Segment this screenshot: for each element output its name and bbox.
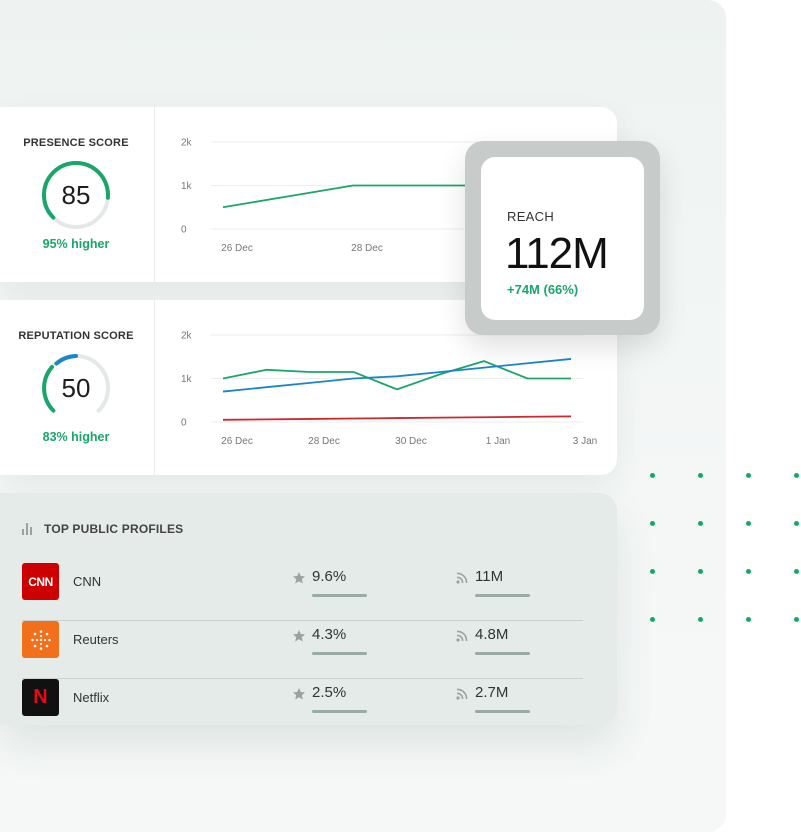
reach-card-frame: REACH 112M +74M (66%)	[465, 141, 660, 335]
reputation-score-value: 50	[61, 372, 91, 403]
presence-score-column: PRESENCE SCORE 85 95% higher	[0, 107, 155, 282]
series-line	[222, 358, 572, 393]
decorative-dot	[650, 617, 655, 622]
netflix-logo: N	[22, 679, 59, 716]
feed-icon	[456, 572, 468, 584]
decorative-dot	[794, 473, 799, 478]
reuters-dots-icon	[30, 629, 51, 650]
profile-name: CNN	[73, 574, 102, 589]
rating-underline	[312, 594, 367, 597]
decorative-dot	[650, 521, 655, 526]
cnn-logo: CNN	[22, 563, 59, 600]
reach-label: REACH	[507, 209, 555, 224]
decorative-dot	[698, 473, 703, 478]
decorative-dot	[794, 521, 799, 526]
reuters-logo	[22, 621, 59, 658]
y-tick-label: 2k	[181, 138, 193, 149]
y-tick-label: 0	[181, 418, 187, 429]
x-tick-label: 28 Dec	[351, 243, 383, 254]
y-tick-label: 0	[181, 225, 187, 236]
profile-name: Reuters	[73, 632, 119, 647]
star-icon	[293, 572, 305, 584]
x-tick-label: 30 Dec	[395, 436, 427, 447]
star-icon	[293, 688, 305, 700]
rating-underline	[312, 652, 367, 655]
bar-chart-icon	[22, 523, 32, 535]
decorative-dot-grid	[650, 473, 801, 625]
reach-delta: +74M (66%)	[507, 282, 579, 297]
x-tick-label: 28 Dec	[308, 436, 340, 447]
rating-value: 2.5%	[312, 684, 347, 701]
decorative-dot	[650, 569, 655, 574]
y-tick-label: 2k	[181, 331, 193, 342]
reputation-score-delta: 83% higher	[42, 430, 110, 444]
rating-underline	[312, 710, 367, 713]
star-icon	[293, 630, 305, 642]
presence-score-title: PRESENCE SCORE	[23, 137, 129, 149]
reputation-score-gauge: 50	[40, 352, 112, 424]
profiles-header: TOP PUBLIC PROFILES	[22, 522, 183, 536]
decorative-dot	[746, 473, 751, 478]
reach-metric-value: 2.7M	[475, 684, 509, 701]
reach-metric-value: 4.8M	[475, 626, 509, 643]
series-line	[222, 415, 572, 421]
rating-value: 9.6%	[312, 568, 347, 585]
series-line	[222, 360, 571, 391]
decorative-dot	[698, 569, 703, 574]
reach-card: REACH 112M +74M (66%)	[481, 157, 644, 320]
profile-row-netflix[interactable]: N Netflix 2.5% 2.7M	[22, 679, 583, 737]
reputation-score-title: REPUTATION SCORE	[18, 330, 134, 342]
reputation-score-column: REPUTATION SCORE 50 83% higher	[0, 300, 155, 475]
decorative-dot	[746, 617, 751, 622]
presence-score-delta: 95% higher	[42, 237, 110, 251]
y-tick-label: 1k	[181, 374, 193, 385]
reach-value: 112M	[505, 229, 609, 278]
x-tick-label: 3 Jan	[573, 436, 597, 447]
decorative-dot	[746, 521, 751, 526]
decorative-dot	[698, 521, 703, 526]
rating-value: 4.3%	[312, 626, 347, 643]
feed-icon	[456, 630, 468, 642]
x-tick-label: 26 Dec	[221, 243, 253, 254]
profile-row-reuters[interactable]: Reuters 4.3% 4.8M	[22, 621, 583, 679]
reach-metric-value: 11M	[475, 568, 504, 585]
decorative-dot	[698, 617, 703, 622]
profile-row-cnn[interactable]: CNN CNN 9.6% 11M	[22, 563, 583, 621]
reputation-line-chart: 2k 1k 0 26 Dec 28 Dec 30 Dec 1 Jan 3 Jan	[181, 331, 597, 448]
profiles-title: TOP PUBLIC PROFILES	[44, 522, 184, 536]
feed-icon	[456, 688, 468, 700]
presence-score-value: 85	[61, 179, 91, 210]
presence-score-gauge: 85	[40, 159, 112, 231]
y-tick-label: 1k	[181, 181, 193, 192]
reach-underline	[475, 652, 530, 655]
decorative-dot	[794, 617, 799, 622]
decorative-dot	[794, 569, 799, 574]
decorative-dot	[746, 569, 751, 574]
x-tick-label: 1 Jan	[486, 436, 510, 447]
profile-name: Netflix	[73, 690, 110, 705]
decorative-dot	[650, 473, 655, 478]
reach-underline	[475, 594, 530, 597]
top-public-profiles-panel: TOP PUBLIC PROFILES CNN CNN 9.6% 11M	[0, 493, 617, 725]
reach-underline	[475, 710, 530, 713]
x-tick-label: 26 Dec	[221, 436, 253, 447]
